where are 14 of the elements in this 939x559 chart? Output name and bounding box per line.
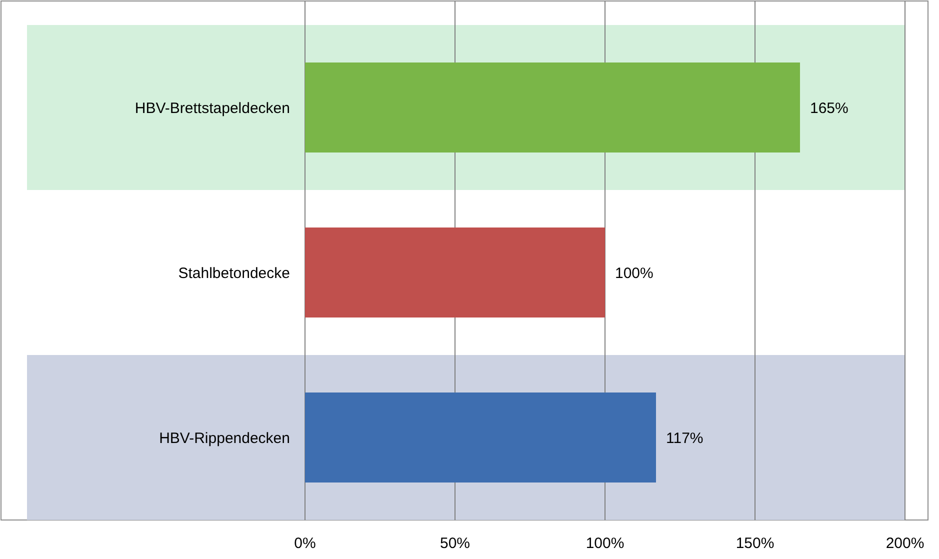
- x-tick-label: 200%: [886, 535, 924, 552]
- y-tick-label: Stahlbetondecke: [178, 264, 290, 282]
- data-label: 117%: [666, 430, 704, 447]
- bar: [305, 62, 800, 152]
- x-tick-label: 100%: [586, 535, 624, 552]
- x-tick-label: 50%: [440, 535, 470, 552]
- bar: [305, 392, 656, 482]
- x-tick-label: 150%: [736, 535, 774, 552]
- x-tick-label: 0%: [294, 535, 316, 552]
- y-tick-label: HBV-Rippendecken: [159, 430, 290, 447]
- y-tick-label: HBV-Brettstapeldecken: [134, 100, 290, 117]
- bar: [305, 228, 605, 318]
- data-label: 165%: [810, 100, 848, 117]
- data-label: 100%: [615, 264, 654, 282]
